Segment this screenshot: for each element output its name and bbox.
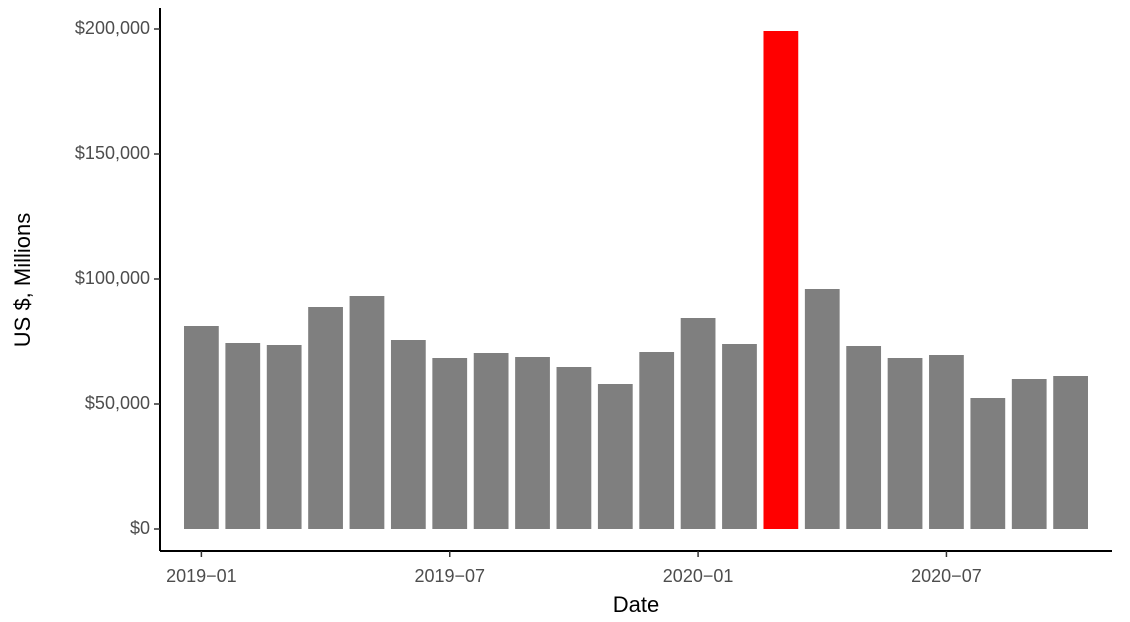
bar: [639, 352, 675, 529]
bar: [846, 346, 882, 529]
bar: [515, 357, 550, 529]
x-tick-label: 2020−07: [911, 566, 982, 586]
bar: [763, 31, 799, 529]
y-tick-label: $50,000: [85, 393, 150, 413]
y-tick-label: $0: [130, 518, 150, 538]
bar: [722, 344, 757, 529]
bar: [556, 367, 592, 529]
bar: [1011, 379, 1047, 529]
bar: [349, 296, 385, 529]
bar: [804, 289, 840, 529]
bar: [970, 398, 1006, 529]
bar: [184, 326, 219, 529]
bar: [887, 358, 923, 529]
bar: [308, 307, 343, 529]
x-axis-title: Date: [613, 592, 659, 617]
bar: [390, 340, 426, 529]
x-tick-label: 2019−01: [166, 566, 237, 586]
y-tick-label: $100,000: [75, 268, 150, 288]
x-tick-label: 2020−01: [663, 566, 734, 586]
y-axis-title: US $, Millions: [10, 213, 35, 347]
bar: [597, 384, 633, 529]
bar: [473, 353, 509, 529]
bar: [929, 355, 964, 529]
bar: [266, 345, 302, 529]
bar: [225, 343, 261, 529]
y-tick-label: $150,000: [75, 143, 150, 163]
x-tick-label: 2019−07: [414, 566, 485, 586]
bar: [1053, 376, 1088, 529]
bar: [432, 358, 468, 529]
bar: [680, 318, 716, 529]
y-tick-label: $200,000: [75, 18, 150, 38]
